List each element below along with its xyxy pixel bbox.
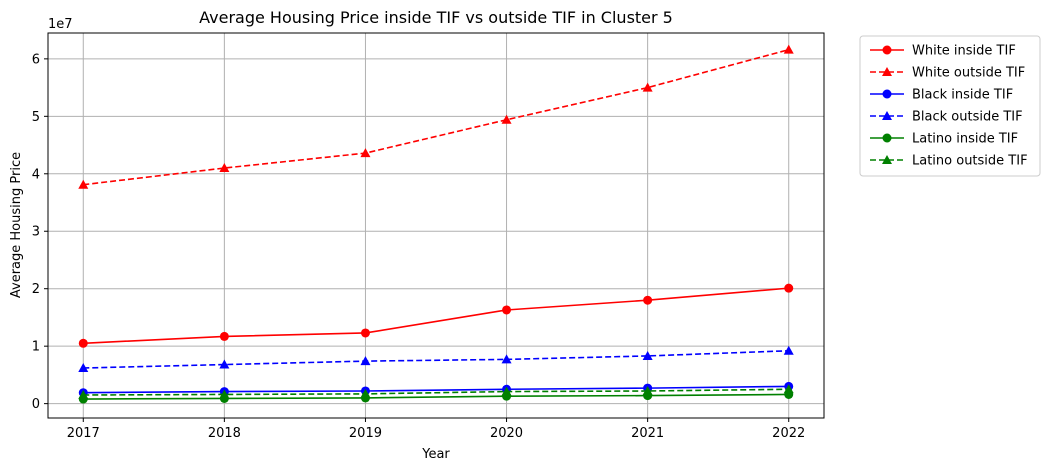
data-point: [501, 114, 512, 124]
data-point: [642, 350, 653, 360]
y-tick-label: 3: [32, 225, 40, 240]
series-white-outside-tif: [78, 44, 794, 189]
chart-title: Average Housing Price inside TIF vs outs…: [199, 8, 673, 27]
legend-label: White outside TIF: [912, 66, 1025, 81]
legend-label: Black inside TIF: [912, 88, 1013, 103]
data-point: [360, 328, 370, 338]
data-point: [642, 385, 653, 395]
legend: White inside TIF White outside TIF Black i…: [859, 35, 1041, 177]
y-axis-ticks: 0 1 2 3 4 5 6: [32, 52, 48, 412]
x-tick-label: 2018: [208, 426, 241, 441]
legend-item: Black outside TIF: [870, 110, 1023, 125]
legend-marker: [882, 111, 892, 120]
y-tick-label: 6: [32, 52, 40, 67]
data-point: [783, 384, 794, 394]
legend-marker: [882, 45, 892, 55]
data-point: [501, 354, 512, 364]
legend-frame: [859, 35, 1041, 177]
data-point: [783, 44, 794, 54]
y-axis-offset-label: 1e7: [48, 17, 73, 32]
y-tick-label: 4: [32, 167, 40, 182]
data-point: [643, 295, 653, 305]
y-tick-label: 5: [32, 110, 40, 125]
data-point: [360, 356, 371, 366]
data-point: [78, 363, 89, 373]
data-point: [784, 283, 794, 293]
data-point: [501, 386, 512, 396]
legend-label: Latino outside TIF: [912, 154, 1028, 169]
plot-area-frame: [47, 32, 825, 419]
legend-item: White inside TIF: [870, 44, 1016, 59]
x-tick-label: 2017: [67, 426, 100, 441]
series-line: [83, 393, 789, 400]
data-point: [219, 163, 230, 173]
series-line: [83, 48, 789, 186]
y-tick-label: 0: [32, 397, 40, 412]
x-tick-label: 2021: [631, 426, 664, 441]
legend-item: Latino outside TIF: [870, 154, 1028, 169]
y-tick-label: 2: [32, 282, 40, 297]
series-line: [83, 287, 789, 345]
data-point: [219, 331, 229, 341]
series-black-outside-tif: [78, 345, 794, 373]
series-line: [83, 385, 789, 394]
y-tick-label: 1: [32, 340, 40, 355]
series-white-inside-tif: [78, 283, 794, 348]
legend-marker: [882, 155, 892, 164]
legend-label: Latino inside TIF: [912, 132, 1018, 147]
data-point: [360, 148, 371, 158]
data-point: [219, 359, 230, 369]
series-layer: [78, 44, 794, 404]
data-point: [360, 388, 371, 398]
series-line: [83, 349, 789, 369]
x-axis-label: Year: [421, 447, 450, 462]
x-tick-label: 2022: [772, 426, 805, 441]
data-point: [78, 390, 89, 400]
data-point: [78, 338, 88, 348]
legend-item: Black inside TIF: [870, 88, 1013, 103]
data-point: [219, 389, 230, 399]
x-axis-ticks: 2017 2018 2019 2020 2021 2022: [67, 418, 805, 441]
legend-marker: [882, 89, 892, 99]
data-point: [78, 179, 89, 189]
series-latino-outside-tif: [78, 384, 794, 400]
legend-marker: [882, 133, 892, 143]
x-tick-label: 2020: [490, 426, 523, 441]
legend-item: Latino inside TIF: [870, 132, 1018, 147]
x-tick-label: 2019: [349, 426, 382, 441]
data-point: [783, 345, 794, 355]
legend-label: White inside TIF: [912, 44, 1016, 59]
data-point: [502, 305, 512, 315]
series-line: [83, 388, 789, 396]
legend-label: Black outside TIF: [912, 110, 1023, 125]
legend-marker: [882, 67, 892, 76]
legend-item: White outside TIF: [870, 66, 1025, 81]
data-point: [642, 82, 653, 92]
y-axis-label: Average Housing Price: [9, 152, 24, 298]
